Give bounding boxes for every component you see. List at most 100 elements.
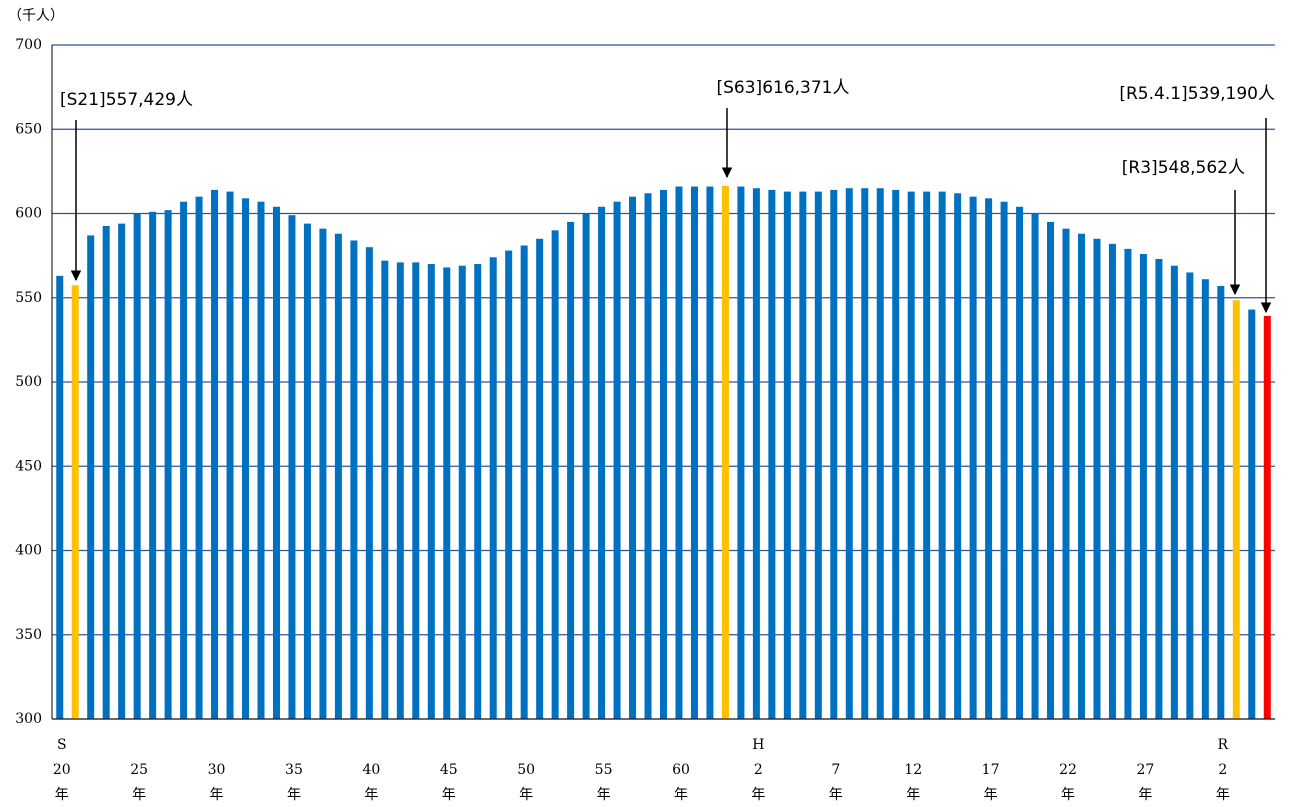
bar (551, 230, 559, 719)
x-tick-label: 12 (904, 762, 922, 778)
bar (1217, 285, 1225, 719)
x-tick-label: 60 (672, 762, 690, 778)
bar (87, 235, 95, 719)
x-tick-label: 2 (754, 762, 763, 778)
y-tick-label: 300 (15, 711, 42, 727)
bar (814, 191, 822, 720)
y-tick-label: 350 (15, 627, 42, 643)
bar (876, 188, 884, 720)
bar (520, 245, 528, 719)
x-tick-label: 35 (285, 762, 303, 778)
x-tick-label: 45 (440, 762, 458, 778)
x-tick-label: 30 (208, 762, 226, 778)
bar (923, 191, 931, 720)
bar (954, 193, 962, 719)
x-tick-label: 年 (829, 787, 843, 803)
bar (861, 188, 869, 720)
bar (582, 213, 590, 719)
bar (71, 285, 79, 719)
x-tick-label: 17 (982, 762, 1000, 778)
x-tick-label: 年 (132, 787, 146, 803)
y-tick-label: 550 (15, 290, 42, 306)
bar (272, 206, 280, 719)
annotation: [S63]616,371人 (717, 78, 850, 98)
x-tick-label: 年 (287, 787, 301, 803)
bar (1062, 228, 1070, 720)
bar (536, 238, 544, 719)
bar (830, 189, 838, 719)
x-tick-label: 年 (751, 787, 765, 803)
x-tick-label: 55 (595, 762, 613, 778)
x-tick-label: 年 (442, 787, 456, 803)
bar (938, 191, 946, 720)
bar (381, 260, 389, 719)
x-tick-label: 年 (597, 787, 611, 803)
x-tick-label: 年 (519, 787, 533, 803)
bar (1232, 300, 1240, 719)
bar (675, 186, 683, 720)
bar (365, 247, 373, 719)
bar (1093, 238, 1101, 719)
bar (721, 185, 729, 720)
bar (845, 188, 853, 720)
bar (164, 210, 172, 719)
x-tick-label: R (1218, 737, 1229, 753)
bar (195, 196, 203, 719)
bar (180, 201, 188, 719)
bar (969, 196, 977, 719)
bar (598, 206, 606, 719)
bar (1263, 315, 1271, 719)
bar (443, 267, 451, 719)
y-tick-label: 450 (15, 458, 42, 474)
y-tick-label: 600 (15, 206, 42, 222)
bar (319, 228, 327, 720)
bar (768, 189, 776, 719)
x-tick-label: 年 (1216, 787, 1230, 803)
bar (660, 189, 667, 719)
x-tick-label: 27 (1136, 762, 1154, 778)
bar (118, 223, 126, 720)
bar (474, 264, 482, 719)
bar (56, 275, 64, 719)
bar (211, 189, 219, 719)
bar (1031, 213, 1039, 719)
bar (133, 213, 141, 719)
bar (242, 198, 250, 719)
bar (1155, 258, 1163, 719)
bar (303, 223, 311, 720)
x-tick-label: 50 (517, 762, 535, 778)
y-tick-label: 400 (15, 543, 42, 559)
annotation: [R5.4.1]539,190人 (1119, 84, 1275, 104)
bar (1124, 248, 1132, 719)
bar (1108, 243, 1116, 719)
bar (102, 225, 110, 719)
bar (752, 188, 760, 720)
x-tick-label: 年 (1061, 787, 1075, 803)
bar (737, 186, 745, 720)
bar (613, 201, 621, 719)
bar (799, 191, 807, 720)
bar (1201, 279, 1209, 719)
x-tick-label: H (752, 737, 764, 753)
x-tick-label: 年 (906, 787, 920, 803)
bar (334, 233, 342, 719)
bar (1000, 201, 1008, 719)
bar (629, 196, 637, 719)
bar (783, 191, 791, 720)
bar (907, 191, 915, 720)
y-tick-label: 650 (15, 121, 42, 137)
x-tick-label: 22 (1059, 762, 1077, 778)
bar (1170, 265, 1178, 719)
bar (1248, 309, 1256, 719)
bar (489, 257, 497, 719)
annotation: [S21]557,429人 (60, 90, 193, 110)
x-tick-label: 20 (53, 762, 71, 778)
bar (1139, 253, 1147, 719)
bar (288, 215, 296, 719)
bar (226, 191, 234, 720)
bar (1186, 272, 1194, 719)
bar (396, 262, 404, 719)
x-tick-label: 年 (210, 787, 224, 803)
bar (257, 201, 265, 719)
